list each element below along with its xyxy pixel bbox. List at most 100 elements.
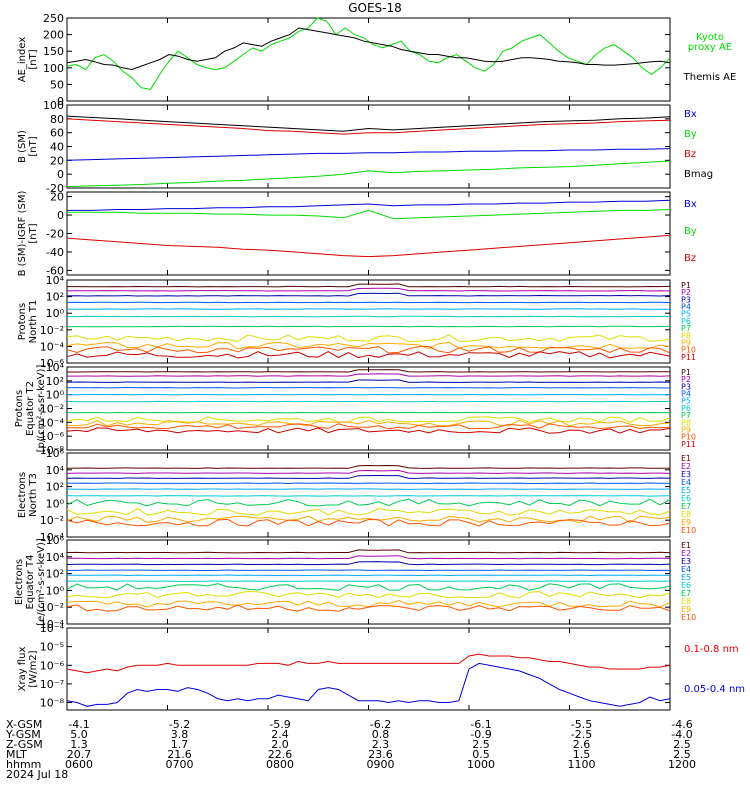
legend-label: E2 [681,549,691,558]
ephemeris-value: 2.5 [472,738,490,751]
series-line-p2 [66,287,671,292]
legend-label: P3 [681,295,691,304]
series-line-p11 [66,351,671,359]
legend-label: E3 [681,557,691,566]
series-line-p3 [66,379,671,383]
legend-label: Kyoto [696,32,724,43]
ephemeris-label: Y-GSM [5,728,41,741]
ephemeris-value: 1.7 [171,738,189,751]
y-axis-label: [nT] [28,223,39,243]
y-tick-label: -60 [46,264,64,277]
legend-label: E5 [681,573,691,582]
y-tick-label: 10⁻⁴ [40,618,65,631]
series-line-e1 [66,464,671,469]
ephemeris-value: -6.2 [370,718,391,731]
y-tick-label: 80 [50,113,64,126]
ephemeris-value: 1.5 [573,748,591,761]
series-line-bz [66,118,671,135]
ephemeris-value: -4.0 [671,728,692,741]
legend-label: E6 [681,581,691,590]
y-tick-label: 10⁻² [40,324,64,337]
legend-label: P6 [681,317,691,326]
y-tick-label: 10⁶ [46,447,65,460]
panel-frame [66,104,671,189]
series-line-bz [66,234,671,258]
legend: Bx By Bz Bmag [684,109,713,180]
ephemeris-value: 5.0 [70,728,88,741]
legend-label: P5 [681,397,691,406]
ephemeris-value: -5.2 [169,718,190,731]
ephemeris-value: 0900 [367,758,395,771]
y-tick-label: 10² [46,568,64,581]
y-tick-label: 10⁰ [46,389,65,402]
legend-label: Bz [684,253,696,264]
legend-label: P5 [681,310,691,319]
y-axis-label: North T1 [28,300,39,344]
legend: Bx By Bz [684,199,697,264]
ephemeris-value: 2.0 [271,738,289,751]
ephemeris-value: 2.6 [573,738,591,751]
y-tick-label: 10⁻² [40,403,64,416]
legend-label: 0.1-0.8 nm [684,644,739,655]
legend-label: P3 [681,382,691,391]
ephemeris-value: 0.8 [372,728,390,741]
y-tick-label: 10⁰ [46,497,65,510]
series-line-e10 [66,518,671,527]
legend-label: P8 [681,418,691,427]
y-tick-label: 10⁻⁴ [40,622,65,635]
y-tick-label: 10⁻⁸ [40,444,65,457]
legend-label: P7 [681,411,691,420]
y-tick-label: 0 [57,168,64,181]
y-tick-label: 10² [46,481,64,494]
ephemeris-value: 23.6 [368,748,393,761]
y-tick-label: 10⁰ [46,584,65,597]
legend-label: P10 [681,433,696,442]
y-tick-label: -20 [46,228,64,241]
y-tick-label: 0 [57,95,64,108]
ephemeris-value: 1200 [668,758,696,771]
series-line-p10 [66,423,671,430]
legend-label: E4 [681,565,691,574]
y-tick-label: 10⁻⁸ [40,697,65,710]
y-axis-label: [p/(cm²-s-sr-keV)] [36,365,47,453]
legend-label: E8 [681,597,691,606]
series-line-e6 [66,495,671,497]
ephemeris-value: 0600 [65,758,93,771]
y-tick-label: 10⁻⁷ [40,678,64,691]
series-line-0.05-0.4-nm [66,662,671,707]
y-axis-label: AE_index [17,37,28,83]
series-line-e2 [66,469,671,474]
series-line-p7 [66,411,671,414]
ephemeris-value: 0800 [266,758,294,771]
series-line-e6 [67,580,671,582]
y-tick-label: 10⁻⁶ [40,430,65,443]
y-axis-label: [W/m2] [28,650,39,687]
y-tick-label: 20 [50,154,64,167]
legend-label: E10 [681,613,696,622]
y-tick-label: 0 [57,209,64,222]
series-line-e3 [66,474,671,479]
series-line-bmag [66,115,671,132]
series-line-p8 [66,334,671,342]
series-line-0.1-0.8-nm [66,653,671,674]
legend-label: Bmag [684,169,713,180]
legend-label: P2 [681,375,691,384]
ephemeris-label: MLT [6,748,27,761]
series-line-p3 [66,292,671,297]
ephemeris-table: X-GSM -4.1 -5.2 -5.9 -6.2 -6.1 -5.5 -4.6 Y-GSM 5.… [5,718,696,781]
ephemeris-value: 21.6 [167,748,192,761]
series-line-p10 [66,345,671,354]
ephemeris-value: 22.6 [268,748,293,761]
legend-label: E9 [681,518,691,527]
legend-label: Bx [684,199,697,210]
legend-label: Bz [684,149,696,160]
legend-label: P4 [681,390,691,399]
